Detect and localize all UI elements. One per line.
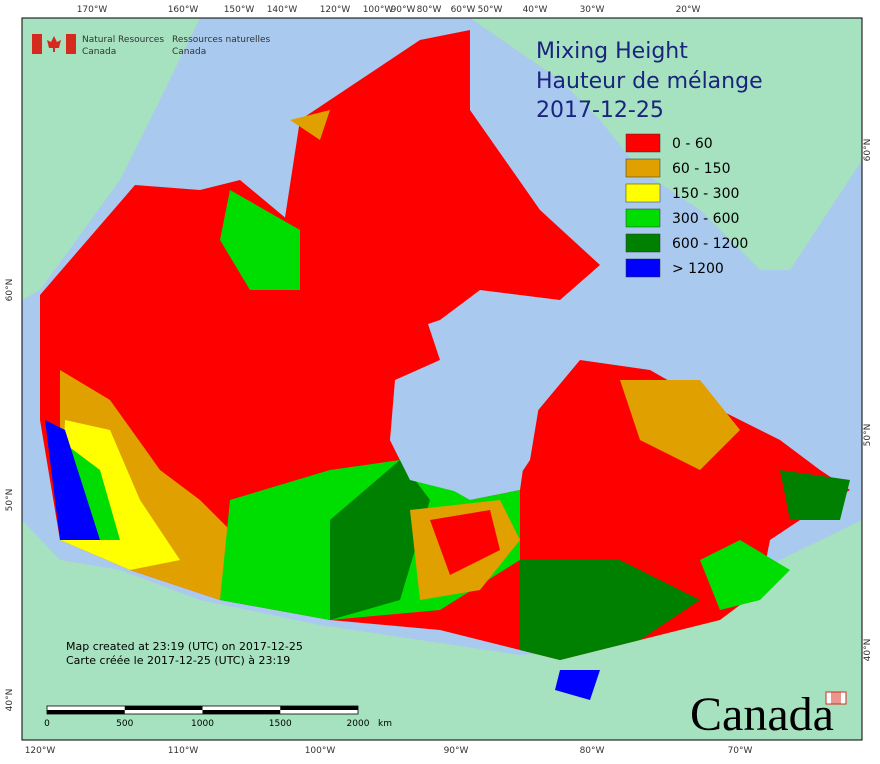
legend-swatch bbox=[625, 133, 661, 153]
wordmark-flag-leaf bbox=[831, 692, 841, 704]
graticule-label: 50°N bbox=[863, 424, 873, 447]
org-name: Canada bbox=[172, 47, 206, 57]
scale-label: 1500 bbox=[269, 719, 292, 729]
graticule-label: 40°W bbox=[523, 5, 548, 15]
scale-label: 2000 bbox=[347, 719, 370, 729]
flag-bar bbox=[66, 34, 76, 54]
scale-segment bbox=[47, 710, 125, 714]
graticule-label: 100°W bbox=[305, 746, 336, 756]
graticule-label: 110°W bbox=[168, 746, 199, 756]
legend-swatch bbox=[625, 158, 661, 178]
graticule-label: 80°W bbox=[580, 746, 605, 756]
graticule-label: 30°W bbox=[580, 5, 605, 15]
scale-label: 500 bbox=[116, 719, 133, 729]
legend-label: 600 - 1200 bbox=[672, 236, 748, 252]
zone-darkgreen-ne bbox=[780, 470, 850, 520]
scale-segment bbox=[202, 710, 281, 714]
credit: Map created at 23:19 (UTC) on 2017-12-25 bbox=[66, 640, 303, 653]
legend-label: 60 - 150 bbox=[672, 161, 731, 177]
graticule-label: 50°N bbox=[5, 489, 15, 512]
graticule-label: 60°W bbox=[451, 5, 476, 15]
alaska bbox=[22, 18, 200, 300]
legend-swatch bbox=[625, 233, 661, 253]
graticule-label: 70°W bbox=[728, 746, 753, 756]
legend-swatch bbox=[625, 183, 661, 203]
org-name: Ressources naturelles bbox=[172, 35, 271, 45]
zone-orange-n bbox=[290, 110, 330, 140]
flag-bar bbox=[32, 34, 42, 54]
legend-label: 300 - 600 bbox=[672, 211, 739, 227]
legend-label: 150 - 300 bbox=[672, 186, 739, 202]
graticule-label: 20°W bbox=[676, 5, 701, 15]
scale-unit: km bbox=[378, 719, 392, 729]
title: Hauteur de mélange bbox=[536, 69, 763, 94]
usa bbox=[22, 520, 862, 740]
legend-label: > 1200 bbox=[672, 261, 724, 277]
graticule-label: 40°N bbox=[5, 689, 15, 712]
wordmark: Canada bbox=[690, 688, 834, 741]
arctic-islands bbox=[280, 30, 600, 340]
graticule-label: 90°W bbox=[444, 746, 469, 756]
graticule-label: 80°W bbox=[417, 5, 442, 15]
scale-label: 1000 bbox=[191, 719, 214, 729]
scale-segment bbox=[124, 706, 203, 710]
graticule-label: 150°W bbox=[224, 5, 255, 15]
map-frame bbox=[21, 17, 863, 741]
graticule-label: 90°W bbox=[391, 5, 416, 15]
scale-label: 0 bbox=[44, 719, 50, 729]
legend-swatch bbox=[625, 208, 661, 228]
graticule-label: 120°W bbox=[320, 5, 351, 15]
zone-darkgreen-e bbox=[520, 560, 700, 660]
hudson-bay bbox=[390, 340, 540, 495]
graticule-label: 160°W bbox=[168, 5, 199, 15]
scale-segment bbox=[280, 706, 358, 710]
title: 2017-12-25 bbox=[536, 98, 664, 123]
graticule-label: 170°W bbox=[77, 5, 108, 15]
legend-label: 0 - 60 bbox=[672, 136, 713, 152]
flag-leaf bbox=[47, 36, 61, 52]
graticule-label: 40°N bbox=[863, 639, 873, 662]
graticule-label: 100°W bbox=[363, 5, 394, 15]
title: Mixing Height bbox=[536, 39, 688, 64]
credit: Carte créée le 2017-12-25 (UTC) à 23:19 bbox=[66, 654, 290, 667]
org-name: Natural Resources bbox=[82, 35, 164, 45]
graticule-label: 140°W bbox=[267, 5, 298, 15]
zone-darkgreen-c bbox=[330, 460, 430, 620]
zone-green-ne bbox=[700, 540, 790, 610]
legend-swatch bbox=[625, 258, 661, 278]
zone-blue-e bbox=[555, 670, 600, 700]
zone-blue-w bbox=[45, 420, 100, 540]
graticule-label: 60°N bbox=[5, 279, 15, 302]
greenland bbox=[470, 18, 862, 270]
org-name: Canada bbox=[82, 47, 116, 57]
zone-red-c bbox=[430, 510, 500, 575]
zone-green-n bbox=[220, 190, 300, 290]
graticule-label: 50°W bbox=[478, 5, 503, 15]
zone-orange-q bbox=[620, 380, 740, 470]
graticule-label: 60°N bbox=[863, 139, 873, 162]
graticule-label: 120°W bbox=[25, 746, 56, 756]
